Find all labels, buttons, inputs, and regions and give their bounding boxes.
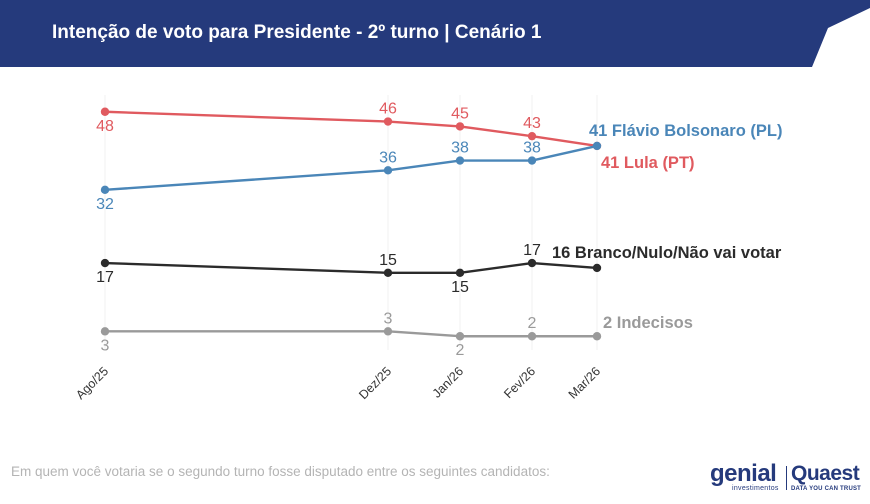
data-label: 15 — [379, 252, 397, 269]
data-label: 15 — [451, 279, 469, 296]
data-point — [383, 117, 393, 126]
x-tick-label: Fev/26 — [501, 364, 538, 401]
data-label: 3 — [101, 337, 110, 354]
data-label: 17 — [523, 242, 541, 259]
data-point — [592, 263, 602, 273]
data-point — [592, 141, 602, 151]
data-label: 48 — [96, 118, 114, 135]
genial-logo-text: genial — [710, 460, 777, 487]
data-point — [383, 166, 393, 175]
data-label: 3 — [384, 310, 393, 327]
x-tick-label: Mar/26 — [566, 364, 603, 401]
data-label: 17 — [96, 269, 114, 286]
series-line — [105, 330, 597, 338]
x-tick-label: Ago/25 — [73, 364, 111, 402]
genial-logo: genial investimentos — [710, 462, 782, 494]
x-tick-label: Dez/25 — [356, 364, 394, 402]
quaest-logo: Quaest DATA YOU CAN TRUST — [791, 462, 863, 494]
data-point — [455, 122, 465, 131]
data-label: 2 — [456, 342, 465, 359]
header-bar — [0, 0, 870, 67]
data-point — [455, 156, 465, 165]
series-end-label: 41 Flávio Bolsonaro (PL) — [589, 122, 782, 140]
data-label: 46 — [379, 101, 397, 118]
question-footnote: Em quem você votaria se o segundo turno … — [11, 464, 550, 479]
data-label: 38 — [523, 140, 541, 157]
data-point — [100, 107, 110, 116]
data-point — [100, 327, 110, 336]
page-title: Intenção de voto para Presidente - 2º tu… — [52, 22, 542, 43]
data-label: 2 — [528, 315, 537, 332]
data-point — [383, 268, 393, 277]
data-label: 36 — [379, 149, 397, 166]
series-line — [104, 261, 598, 274]
series-end-label: 2 Indecisos — [603, 314, 693, 332]
series-end-label: 16 Branco/Nulo/Não vai votar — [552, 244, 782, 262]
genial-logo-subtext: investimentos — [732, 485, 779, 492]
data-label: 45 — [451, 105, 469, 122]
data-point — [527, 131, 537, 141]
data-point — [100, 258, 110, 268]
data-label: 32 — [96, 196, 114, 213]
data-label: 38 — [451, 140, 469, 157]
data-point — [527, 332, 537, 341]
data-point — [383, 327, 393, 336]
quaest-logo-subtext: DATA YOU CAN TRUST — [791, 486, 862, 492]
data-point — [100, 185, 110, 195]
quaest-logo-text: Quaest — [791, 462, 860, 485]
data-point — [527, 258, 537, 268]
data-point — [455, 332, 465, 341]
data-point — [592, 332, 602, 341]
x-tick-label: Jan/26 — [430, 364, 466, 400]
data-label: 43 — [523, 115, 541, 132]
logo-divider — [786, 466, 787, 490]
data-point — [455, 268, 465, 277]
data-point — [527, 156, 537, 165]
series-end-label: 41 Lula (PT) — [601, 154, 695, 172]
